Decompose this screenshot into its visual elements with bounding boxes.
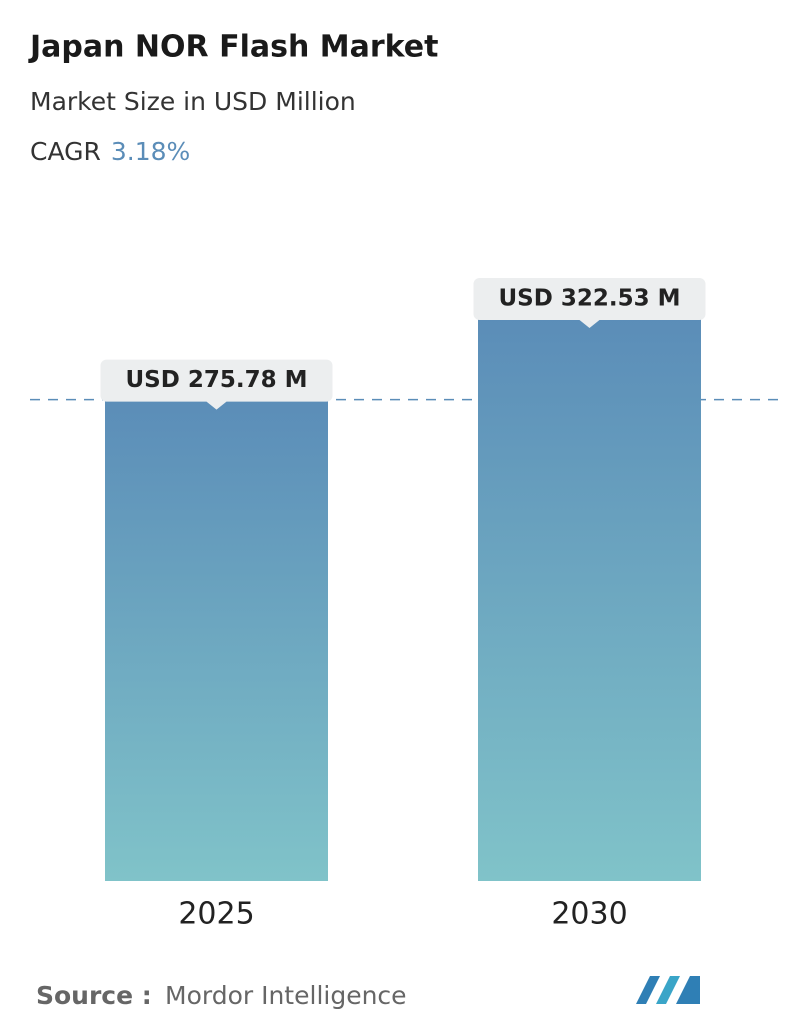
chart-subtitle: Market Size in USD Million [30,87,356,116]
value-label: USD 322.53 M [499,286,681,312]
value-label-box [100,359,333,410]
value-label: USD 275.78 M [126,367,308,393]
plot: USD 275.78 M 2025 USD 322.53 M 2030 [30,278,782,932]
cagr-label: CAGR [30,137,101,166]
x-tick-label: 2030 [551,897,627,932]
logo [636,976,700,1004]
cagr-value: 3.18% [111,137,190,166]
value-label-box [473,278,706,328]
bar [105,399,328,881]
cagr: CAGR 3.18% [30,137,190,166]
source-label: Source : [36,981,152,1010]
bar [478,318,701,881]
chart-title: Japan NOR Flash Market [28,30,439,65]
source: Mordor Intelligence [165,981,407,1010]
x-tick-label: 2025 [178,897,254,932]
